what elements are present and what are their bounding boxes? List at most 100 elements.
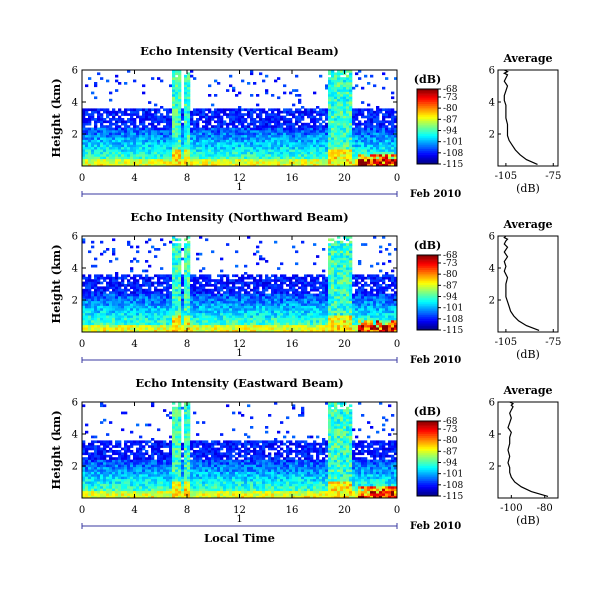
heatmap-cell bbox=[250, 132, 254, 136]
heatmap-cell bbox=[88, 118, 92, 121]
heatmap-cell bbox=[328, 134, 332, 138]
heatmap-cell bbox=[394, 154, 398, 157]
heatmap-cell bbox=[127, 154, 131, 157]
heatmap-cell bbox=[82, 322, 86, 326]
heatmap-cell bbox=[253, 118, 257, 121]
heatmap-cell bbox=[265, 308, 269, 311]
heatmap-cell bbox=[139, 163, 143, 167]
heatmap-cell bbox=[175, 310, 179, 314]
heatmap-cell bbox=[148, 310, 152, 314]
heatmap-cell bbox=[142, 296, 146, 299]
heatmap-cell bbox=[328, 320, 332, 323]
heatmap-cell bbox=[169, 303, 173, 306]
heatmap-cell bbox=[346, 134, 350, 138]
heatmap-cell bbox=[259, 132, 263, 136]
heatmap-cell bbox=[148, 137, 152, 140]
heatmap-cell bbox=[283, 274, 287, 278]
heatmap-cell bbox=[148, 250, 152, 254]
heatmap-cell bbox=[187, 322, 191, 326]
heatmap-cell bbox=[112, 156, 116, 160]
heatmap-cell bbox=[139, 320, 143, 323]
heatmap-cell bbox=[238, 113, 242, 116]
heatmap-cell bbox=[109, 276, 113, 280]
heatmap-cell bbox=[376, 154, 380, 157]
heatmap-cell bbox=[172, 279, 176, 282]
heatmap-cell bbox=[304, 298, 308, 302]
heatmap-cell bbox=[148, 317, 152, 321]
heatmap-cell bbox=[232, 317, 236, 321]
heatmap-cell bbox=[343, 243, 347, 246]
heatmap-cell bbox=[262, 118, 266, 121]
heatmap-cell bbox=[184, 279, 188, 282]
heatmap-cell bbox=[340, 296, 344, 299]
heatmap-cell bbox=[172, 125, 176, 128]
heatmap-cell bbox=[388, 163, 392, 167]
heatmap-cell bbox=[340, 329, 344, 333]
heatmap-cell bbox=[241, 134, 245, 138]
heatmap-cell bbox=[235, 142, 239, 145]
heatmap-cell bbox=[256, 151, 260, 155]
heatmap-cell bbox=[112, 122, 116, 126]
heatmap-cell bbox=[172, 103, 176, 107]
chart-panel-0: Echo Intensity (Vertical Beam)246Height … bbox=[49, 44, 561, 200]
heatmap-cell bbox=[136, 305, 140, 309]
heatmap-cell bbox=[322, 151, 326, 155]
heatmap-cell bbox=[136, 250, 140, 254]
heatmap-cell bbox=[241, 108, 245, 112]
heatmap-cell bbox=[373, 137, 377, 140]
heatmap-cell bbox=[295, 161, 299, 164]
heatmap-cell bbox=[295, 315, 299, 318]
heatmap-cell bbox=[88, 286, 92, 290]
heatmap-cell bbox=[82, 113, 86, 116]
heatmap-cell bbox=[331, 308, 335, 311]
heatmap-cell bbox=[361, 139, 365, 143]
heatmap-cell bbox=[103, 322, 107, 326]
heatmap-cell bbox=[328, 245, 332, 249]
heatmap-cell bbox=[343, 264, 347, 268]
heatmap-cell bbox=[94, 139, 98, 143]
heatmap-cell bbox=[364, 134, 368, 138]
heatmap-cell bbox=[163, 281, 167, 285]
heatmap-cell bbox=[349, 118, 353, 121]
heatmap-cell bbox=[88, 250, 92, 254]
heatmap-cell bbox=[310, 329, 314, 333]
heatmap-cell bbox=[175, 163, 179, 167]
heatmap-cell bbox=[229, 291, 233, 294]
heatmap-cell bbox=[316, 274, 320, 278]
heatmap-cell bbox=[328, 125, 332, 128]
heatmap-cell bbox=[169, 300, 173, 304]
heatmap-cell bbox=[172, 300, 176, 304]
heatmap-cell bbox=[259, 300, 263, 304]
heatmap-cell bbox=[331, 161, 335, 164]
heatmap-cell bbox=[376, 127, 380, 131]
heatmap-cell bbox=[244, 272, 248, 275]
heatmap-cell bbox=[382, 137, 386, 140]
heatmap-cell bbox=[181, 312, 185, 316]
heatmap-cell bbox=[214, 284, 218, 287]
heatmap-cell bbox=[391, 158, 395, 162]
heatmap-cell bbox=[331, 72, 335, 76]
heatmap-cell bbox=[199, 149, 203, 152]
heatmap-cell bbox=[250, 110, 254, 114]
heatmap-cell bbox=[301, 146, 305, 150]
heatmap-cell bbox=[133, 146, 137, 150]
heatmap-cell bbox=[160, 118, 164, 121]
heatmap-cell bbox=[178, 82, 182, 85]
heatmap-cell bbox=[94, 279, 98, 282]
heatmap-cell bbox=[340, 293, 344, 297]
heatmap-cell bbox=[91, 324, 95, 328]
heatmap-cell bbox=[238, 137, 242, 140]
heatmap-cell bbox=[259, 113, 263, 116]
heatmap-cell bbox=[184, 262, 188, 266]
heatmap-cell bbox=[220, 127, 224, 131]
heatmap-cell bbox=[97, 296, 101, 299]
heatmap-cell bbox=[127, 240, 131, 244]
heatmap-cell bbox=[175, 91, 179, 95]
heatmap-cell bbox=[328, 286, 332, 290]
heatmap-cell bbox=[178, 300, 182, 304]
heatmap-cell bbox=[187, 134, 191, 138]
heatmap-cell bbox=[346, 70, 350, 73]
heatmap-cell bbox=[349, 142, 353, 145]
heatmap-cell bbox=[232, 127, 236, 131]
heatmap-cell bbox=[298, 161, 302, 164]
